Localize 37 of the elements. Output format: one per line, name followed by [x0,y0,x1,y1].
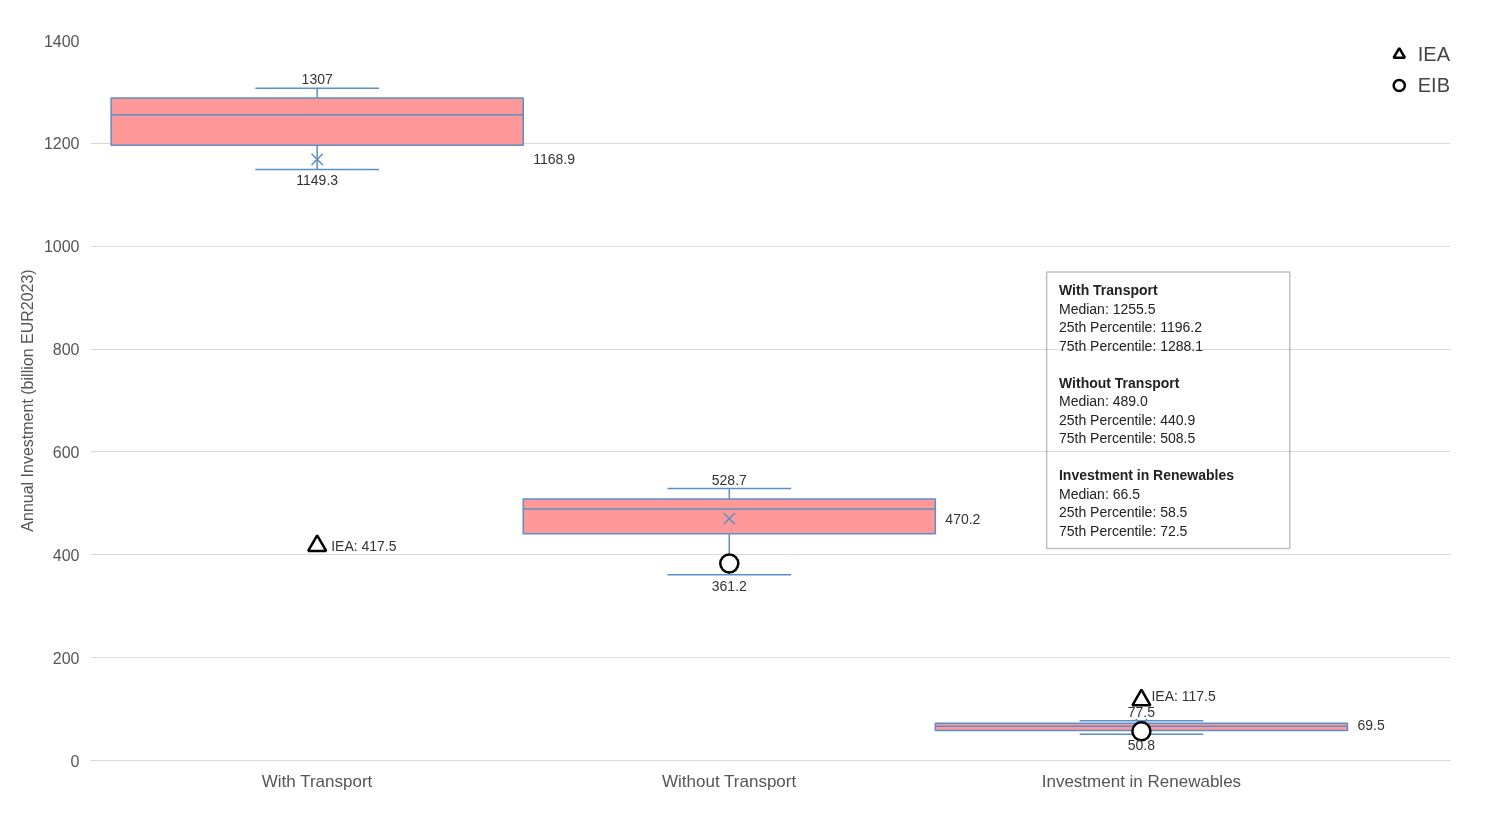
annotation: 361.2 [711,577,748,594]
annotation: 69.5 [1357,716,1385,733]
annotation: Median: 489.0 [1058,393,1148,410]
annotation: IEA: 117.5 [1151,688,1216,705]
annotation: With Transport [1058,282,1158,299]
annotation: Investment in Renewables [1058,467,1235,484]
y-tick-label: 800 [52,341,80,359]
annotation: 77.5 [1127,703,1156,720]
annotation: 25th Percentile: 1196.2 [1058,319,1203,336]
annotation: 1149.3 [296,172,339,189]
annotation: 528.7 [711,471,748,488]
legend-label: EIB [1417,73,1450,97]
annotation: 1168.9 [533,151,576,168]
y-tick-label: 400 [52,546,80,564]
y-tick-label: 600 [52,443,80,461]
y-axis-title: Annual Investment (billion EUR2023) [18,269,36,532]
annotation: 1307 [301,71,333,88]
annotation: 25th Percentile: 58.5 [1058,504,1188,521]
annotation: 25th Percentile: 440.9 [1058,411,1196,428]
y-tick-label: 1400 [43,32,80,50]
y-tick-label: 0 [70,752,80,770]
y-tick-label: 1000 [43,238,80,256]
legend-label: IEA [1417,42,1450,66]
annotation: Without Transport [1058,374,1180,391]
annotation: 75th Percentile: 1288.1 [1058,337,1204,354]
y-tick-label: 200 [52,649,80,667]
y-tick-label: 1200 [43,135,80,153]
annotation: Median: 1255.5 [1058,300,1156,317]
annotation: 470.2 [945,510,981,527]
x-tick-label: Without Transport [662,771,797,791]
annotation: 50.8 [1127,737,1156,754]
x-tick-label: With Transport [261,771,373,791]
annotation: IEA: 417.5 [331,537,397,554]
annotation: 75th Percentile: 72.5 [1058,522,1188,539]
annotation: Median: 66.5 [1058,485,1141,502]
x-tick-label: Investment in Renewables [1041,771,1242,791]
annotation: 75th Percentile: 508.5 [1058,430,1196,447]
